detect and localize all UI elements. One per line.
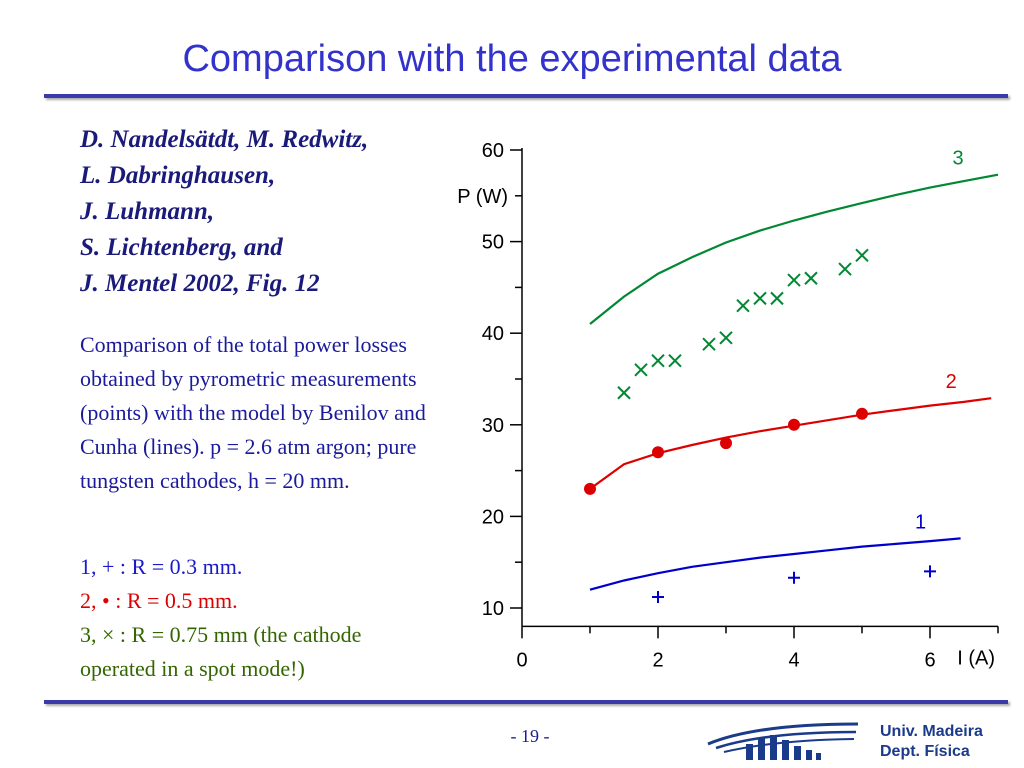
series-1-label: 1 xyxy=(915,511,926,533)
x-tick-label: 4 xyxy=(788,649,799,671)
legend-line-3-continued: operated in a spot mode!) xyxy=(80,656,305,681)
series-3-point xyxy=(787,273,801,287)
department-name: Dept. Física xyxy=(880,743,970,760)
series-3-point xyxy=(668,353,682,368)
series-2-point xyxy=(584,482,596,495)
series-1-point xyxy=(788,571,800,584)
power-vs-current-chart: 10 20 30 40 50 60 0 2 4 6 P (W) I (A) 1 2 3 xyxy=(457,140,999,671)
university-label: Univ. Madeira Dept. Física xyxy=(880,722,983,762)
y-axis-label: P (W) xyxy=(457,186,508,208)
top-divider xyxy=(44,94,1008,98)
y-tick-label: 30 xyxy=(482,415,504,437)
series-1-point xyxy=(652,591,664,604)
author-line: D. Nandelsätdt, M. Redwitz, xyxy=(80,126,369,153)
series-3-point xyxy=(753,291,767,306)
x-tick-label: 0 xyxy=(516,649,527,671)
author-line: J. Mentel 2002, Fig. 12 xyxy=(80,270,320,297)
series-3-point xyxy=(838,262,852,276)
x-tick-label: 2 xyxy=(652,649,663,671)
legend-line-1: 1, + : R = 0.3 mm. xyxy=(80,554,243,579)
legend-text-block: 1, + : R = 0.3 mm. 2, • : R = 0.5 mm. 3,… xyxy=(80,550,460,686)
series-2-point xyxy=(856,407,868,420)
series-3-point xyxy=(702,337,716,351)
series-3-point xyxy=(634,363,648,377)
series-3-point xyxy=(804,271,818,285)
author-line: J. Luhmann, xyxy=(80,198,215,225)
y-tick-label: 10 xyxy=(482,598,504,620)
legend-line-3: 3, × : R = 0.75 mm (the cathode xyxy=(80,622,362,647)
legend-line-2: 2, • : R = 0.5 mm. xyxy=(80,588,238,613)
series-1-model-line xyxy=(589,537,961,591)
series-3-point xyxy=(617,386,631,400)
series-3-label: 3 xyxy=(952,148,963,170)
series-3-point xyxy=(651,353,665,368)
series-3-point xyxy=(770,291,784,306)
series-2-point xyxy=(720,437,732,450)
author-line: L. Dabringhausen, xyxy=(80,162,276,189)
series-2-label: 2 xyxy=(946,371,957,393)
x-axis-label: I (A) xyxy=(957,647,995,669)
series-3-model-line xyxy=(589,173,999,325)
bottom-divider xyxy=(44,700,1008,704)
y-tick-label: 40 xyxy=(482,323,504,345)
university-logo-icon xyxy=(707,722,859,760)
series-3-point xyxy=(719,331,733,345)
slide-title: Comparison with the experimental data xyxy=(182,38,842,80)
series-2-model-line xyxy=(589,397,992,490)
authors-block: D. Nandelsätdt, M. Redwitz, L. Dabringha… xyxy=(80,122,460,302)
y-tick-label: 60 xyxy=(482,140,504,162)
y-tick-label: 50 xyxy=(482,232,504,254)
page-number: - 19 - xyxy=(510,726,550,746)
series-3-point xyxy=(736,299,750,313)
y-tick-label: 20 xyxy=(482,506,504,528)
series-3-point xyxy=(855,248,869,263)
series-2-point xyxy=(788,418,800,431)
university-name: Univ. Madeira xyxy=(880,723,983,740)
description-text: Comparison of the total power losses obt… xyxy=(80,332,426,493)
series-2-point xyxy=(652,446,664,459)
author-line: S. Lichtenberg, and xyxy=(80,234,283,261)
series-1-point xyxy=(924,565,936,578)
x-tick-label: 6 xyxy=(924,649,935,671)
